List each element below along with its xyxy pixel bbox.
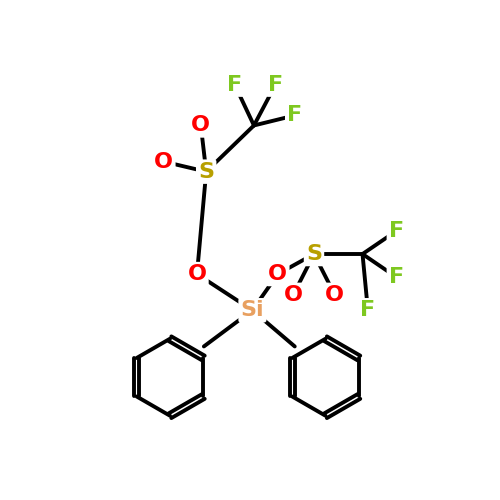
Text: F: F (268, 74, 283, 94)
Text: S: S (198, 162, 214, 182)
Text: O: O (154, 152, 174, 172)
Text: O: O (192, 116, 210, 136)
Text: Si: Si (240, 300, 264, 320)
Text: S: S (306, 244, 322, 264)
Text: O: O (268, 264, 287, 284)
Text: F: F (287, 106, 302, 126)
Text: F: F (227, 74, 242, 94)
Text: O: O (188, 264, 206, 284)
Text: F: F (360, 300, 376, 320)
Text: O: O (326, 285, 344, 305)
Text: F: F (389, 221, 404, 241)
Text: O: O (284, 285, 302, 305)
Text: F: F (389, 267, 404, 287)
